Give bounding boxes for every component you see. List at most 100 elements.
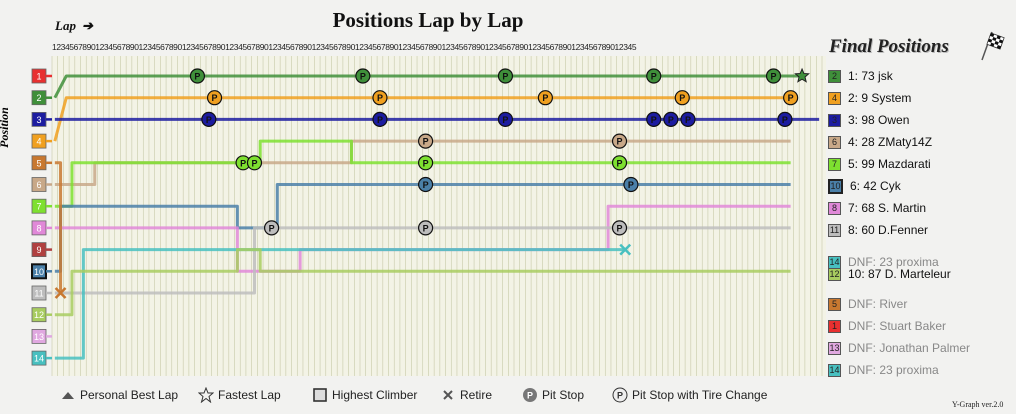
- series-line-proxima: [54, 248, 626, 360]
- start-badge-1: [31, 68, 47, 84]
- arrow-right-icon: ➔: [81, 18, 93, 33]
- final-result-row: 4 2: 9 System: [828, 90, 911, 106]
- start-badge-5: [31, 155, 47, 171]
- pit-label: P: [423, 180, 429, 190]
- triangle-icon: [60, 387, 76, 403]
- start-badge-label: 9: [36, 245, 41, 255]
- pit-circle: [263, 220, 280, 236]
- result-text: DNF: 23 proxima: [848, 255, 939, 269]
- pit-label: P: [617, 223, 623, 233]
- start-badge-4: [31, 133, 47, 149]
- start-badge-label: 6: [36, 180, 41, 190]
- pit-circle: [674, 90, 690, 106]
- plot-area: [52, 56, 826, 376]
- pit-circle: [246, 155, 263, 171]
- result-text: 2: 9 System: [848, 91, 912, 105]
- pit-label: P: [194, 72, 200, 82]
- pit-label: P: [685, 115, 691, 125]
- legend-pit-stop-tire-label: Pit Stop with Tire Change: [632, 388, 768, 402]
- final-result-row: 2 1: 73 jsk: [828, 68, 893, 84]
- result-badge: 11: [828, 223, 841, 237]
- pit-stop-marker-mazdarati: P: [611, 155, 628, 171]
- pit-stop-marker-system: P: [537, 90, 553, 106]
- tire-change-icon: P: [612, 387, 628, 403]
- pit-stop-marker-zmaty: P: [417, 133, 434, 149]
- pit-circle: [611, 155, 628, 171]
- pit-circle: [189, 68, 206, 84]
- final-result-row: 5 DNF: River: [828, 296, 907, 312]
- svg-text:P: P: [617, 391, 623, 401]
- result-text: 8: 60 D.Fenner: [848, 223, 929, 237]
- pit-label: P: [206, 115, 212, 125]
- fastest-lap-star: [794, 67, 810, 83]
- position-axis-text: Position: [0, 107, 11, 148]
- start-badge-8: [31, 220, 47, 236]
- legend-pit-stop-label: Pit Stop: [542, 388, 585, 402]
- pit-stop-marker-cyk: P: [623, 176, 639, 193]
- final-result-row: 3 3: 98 Owen: [828, 112, 909, 128]
- legend-personal-best: Personal Best Lap: [60, 386, 178, 404]
- legend-fastest-lap-label: Fastest Lap: [218, 388, 281, 402]
- start-badge-10: [31, 263, 47, 280]
- legend-pit-stop-tire: P Pit Stop with Tire Change: [612, 386, 767, 404]
- pit-label: P: [251, 158, 257, 168]
- start-badge-label: 8: [36, 223, 41, 233]
- result-badge: 7: [828, 157, 841, 171]
- x-icon: [440, 387, 456, 403]
- start-badge-11: [31, 285, 47, 301]
- pit-stop-marker-mazdarati: P: [246, 155, 263, 171]
- pit-stop-marker-owen: P: [680, 111, 696, 128]
- pit-stop-marker-owen: P: [646, 111, 662, 128]
- pit-circle: [417, 176, 434, 193]
- pit-circle: [201, 111, 217, 128]
- pit-stop-marker-dfenner: P: [263, 220, 280, 236]
- lap-axis-label: Lap ➔: [55, 18, 93, 34]
- series-line-marteleur: [54, 248, 791, 317]
- pit-circle: [680, 111, 696, 128]
- start-badge-label: 3: [36, 115, 41, 125]
- lap-number-strip: 1234567890123456789012345678901234567890…: [52, 42, 637, 52]
- pit-stop-marker-zmaty: P: [611, 133, 628, 149]
- pit-label: P: [269, 223, 275, 233]
- start-badge-label: 14: [34, 354, 44, 364]
- legend-pit-stop: P Pit Stop: [522, 386, 584, 404]
- pit-circle: [777, 111, 793, 128]
- box-icon: [312, 387, 328, 403]
- final-result-row: 12 10: 87 D. Marteleur: [828, 266, 951, 282]
- chart-title: Positions Lap by Lap: [332, 8, 524, 32]
- pit-label: P: [617, 137, 623, 147]
- start-badge-label: 1: [36, 72, 41, 82]
- series-line-zmaty: [54, 139, 791, 186]
- pit-circle: [355, 68, 371, 84]
- start-badge-label: 12: [34, 310, 44, 320]
- pit-stop-marker-jsk: P: [497, 68, 514, 84]
- pit-stop-marker-owen: P: [777, 111, 793, 128]
- start-badge-3: [31, 112, 47, 127]
- legend-retire: Retire: [440, 386, 492, 404]
- legend-fastest-lap: Fastest Lap: [198, 386, 281, 404]
- pit-label: P: [502, 72, 508, 82]
- pit-label: P: [212, 93, 218, 103]
- final-result-row: 10 6: 42 Cyk: [828, 178, 901, 194]
- start-badge-12: [31, 307, 47, 323]
- result-badge: 6: [828, 135, 841, 149]
- final-result-row: 14 DNF: 23 proxima: [828, 254, 939, 270]
- pit-label: P: [240, 158, 246, 168]
- start-badge-14: [31, 350, 47, 366]
- result-text: 6: 42 Cyk: [850, 179, 901, 193]
- pit-circle: [765, 68, 782, 84]
- result-text: DNF: 23 proxima: [848, 363, 939, 377]
- pit-circle: [646, 68, 662, 84]
- pit-circle: [663, 111, 679, 128]
- pit-stop-marker-system: P: [206, 90, 223, 106]
- pit-circle: [623, 176, 639, 193]
- legend-highest-climber: Highest Climber: [312, 386, 417, 404]
- star-icon: [198, 387, 214, 403]
- result-text: 5: 99 Mazdarati: [848, 157, 931, 171]
- pit-stop-marker-owen: P: [201, 111, 217, 128]
- pit-circle: [646, 111, 662, 128]
- pit-stop-marker-jsk: P: [646, 68, 662, 84]
- pit-circle: [537, 90, 553, 106]
- legend-retire-label: Retire: [460, 388, 493, 402]
